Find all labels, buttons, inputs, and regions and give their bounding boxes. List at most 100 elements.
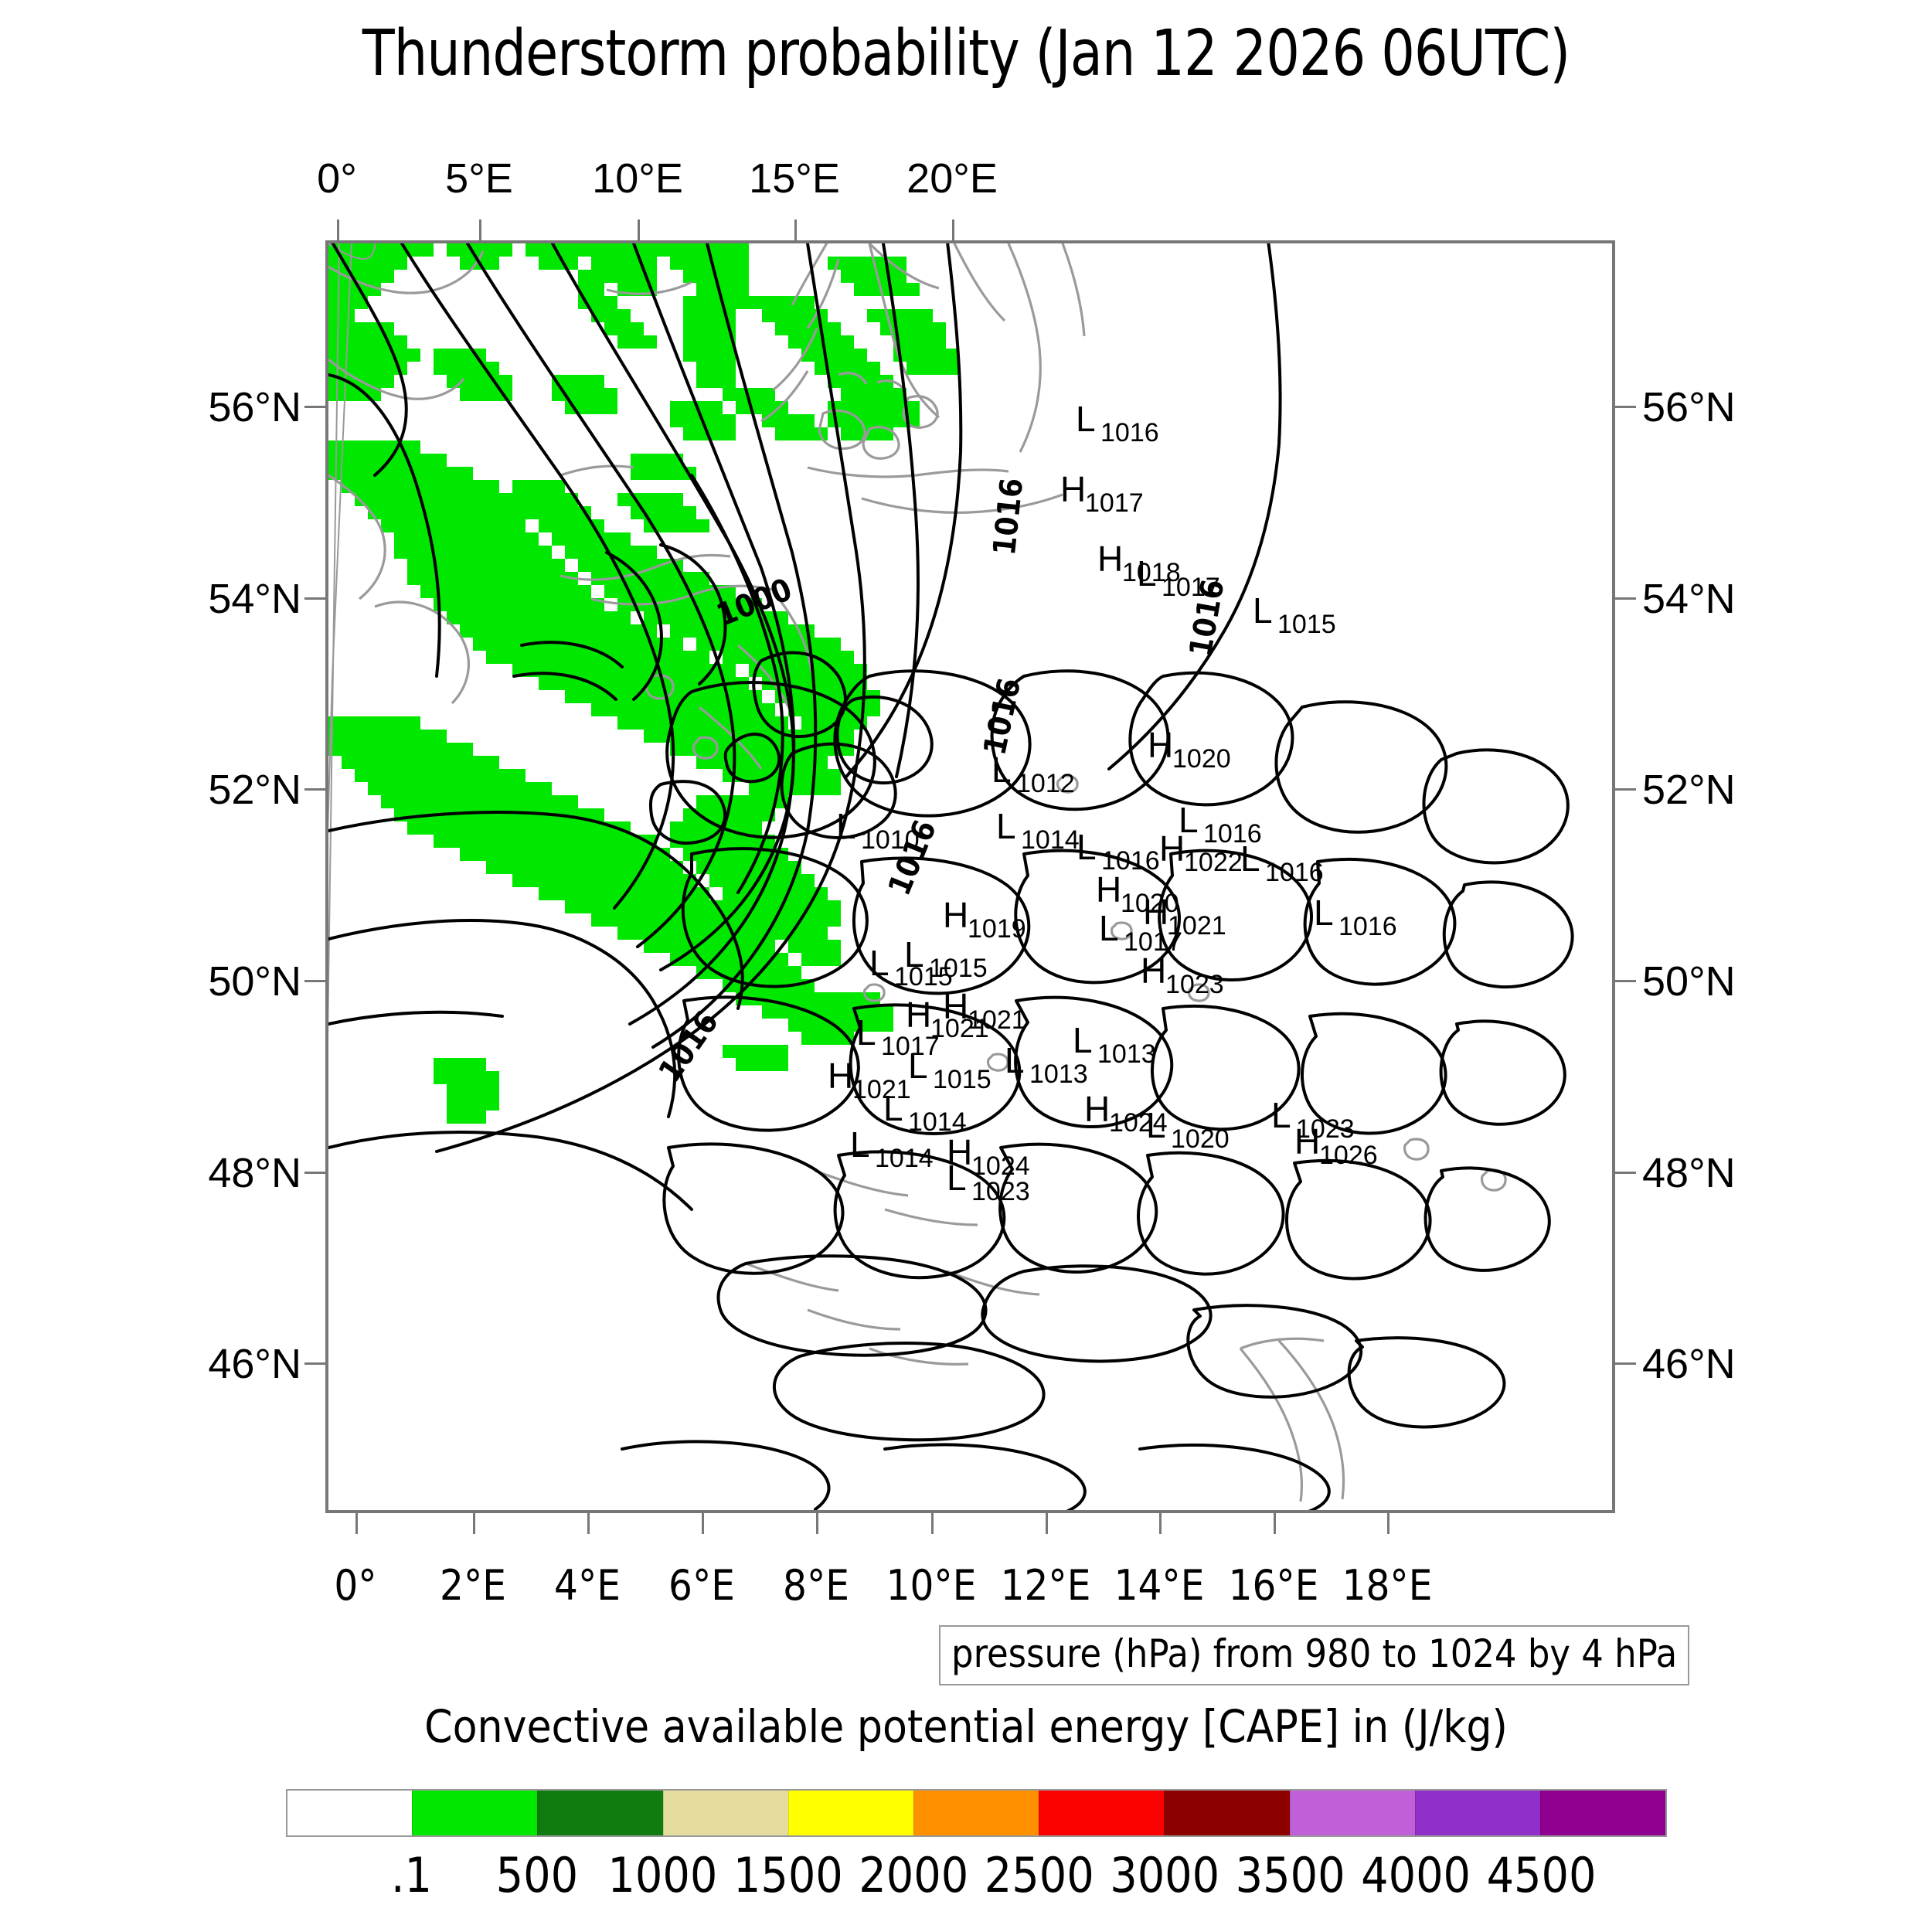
pressure-center-value: 1023	[971, 1177, 1030, 1206]
isobar-26	[1422, 748, 1570, 865]
coastline-35	[1240, 1337, 1325, 1350]
coastline-8	[791, 243, 828, 306]
isobar-49	[1347, 1336, 1506, 1429]
pressure-center-value: 1013	[1097, 1039, 1156, 1069]
pressure-center-L-1016: L 1016	[1076, 399, 1159, 447]
pressure-center-type: H	[1141, 951, 1166, 991]
pressure-center-type: H	[1096, 869, 1121, 910]
pressure-center-value: 1017	[881, 1032, 940, 1061]
coastline-41	[862, 983, 886, 1002]
pressure-center-type: L	[947, 1158, 967, 1198]
coastline-30	[946, 1270, 1040, 1296]
tickmark-bottom-2	[587, 1513, 590, 1534]
coastline-25	[736, 644, 794, 716]
colorbar-swatch-3[interactable]	[662, 1791, 788, 1835]
pressure-center-type: L	[1077, 827, 1097, 867]
colorbar-tick-2000: 2000	[859, 1847, 969, 1903]
isobar-33	[677, 995, 860, 1132]
coastline-18	[953, 243, 1006, 322]
coastline-10	[772, 328, 818, 392]
pressure-center-value: 1026	[1319, 1141, 1378, 1170]
colorbar-swatch-1[interactable]	[412, 1791, 538, 1835]
pressure-center-L-1014: L 1014	[850, 1124, 934, 1173]
isobar-13	[328, 1131, 693, 1211]
pressure-center-type: L	[1073, 1020, 1093, 1060]
pressure-center-type: H	[947, 1132, 972, 1172]
isobar-10	[328, 811, 744, 1010]
isobar-29	[1014, 849, 1181, 985]
colorbar-swatch-4[interactable]	[787, 1791, 913, 1835]
tick-top-2: 10°E	[592, 155, 683, 202]
isobar-2	[400, 243, 675, 910]
pressure-center-L-1013: L 1013	[1073, 1020, 1156, 1069]
colorbar-tick-1500: 1500	[733, 1847, 843, 1903]
isobar-32	[1442, 880, 1574, 989]
pressure-center-type: L	[904, 934, 924, 975]
isobar-22	[833, 669, 1032, 818]
pressure-center-type: H	[1060, 469, 1086, 509]
pressure-center-value: 1014	[875, 1144, 934, 1173]
isobar-1	[328, 373, 441, 678]
colorbar[interactable]	[286, 1789, 1667, 1837]
isobar-6	[651, 243, 818, 1049]
colorbar-swatch-10[interactable]	[1539, 1791, 1666, 1835]
tickmark-right-2	[1615, 788, 1636, 791]
tick-left-5: 46°N	[208, 1341, 301, 1387]
pressure-center-value: 1020	[1171, 1124, 1230, 1154]
pressure-center-value: 1022	[1184, 848, 1243, 877]
pressure-center-type: L	[1146, 1105, 1166, 1145]
pressure-center-value: 1024	[971, 1151, 1030, 1181]
colorbar-swatch-6[interactable]	[1039, 1791, 1165, 1835]
pressure-center-type: L	[1314, 893, 1334, 933]
coastline-34	[1277, 1339, 1345, 1500]
pressure-center-value: 1015	[894, 962, 953, 992]
colorbar-swatch-7[interactable]	[1164, 1791, 1290, 1835]
pressure-center-L-1015: L 1015	[904, 934, 988, 983]
pressure-center-type: H	[943, 895, 968, 935]
colorbar-tick-500: 500	[495, 1847, 579, 1903]
pressure-center-type: L	[850, 1124, 870, 1165]
coastline-38	[1056, 774, 1079, 794]
isobar-5	[628, 243, 796, 1026]
isobar-contours	[328, 243, 1574, 1510]
pressure-center-type: L	[1271, 1095, 1291, 1135]
colorbar-tick-4000: 4000	[1361, 1847, 1471, 1903]
tickmark-bottom-0	[355, 1513, 358, 1534]
colorbar-swatch-9[interactable]	[1414, 1791, 1540, 1835]
pressure-center-value: 1017	[1085, 488, 1144, 518]
pressure-center-type: L	[1099, 908, 1119, 948]
pressure-center-type: L	[1240, 838, 1260, 879]
coastline-22	[807, 466, 1009, 478]
pressure-center-type: L	[1005, 1040, 1025, 1080]
tick-right-4: 48°N	[1642, 1150, 1736, 1196]
colorbar-swatch-5[interactable]	[913, 1791, 1039, 1835]
pressure-center-value: 1016	[1338, 912, 1397, 941]
colorbar-title: Convective available potential energy [C…	[424, 1700, 1508, 1753]
pressure-center-L-1016: L 1016	[1314, 893, 1397, 941]
pressure-center-value: 1010	[861, 825, 920, 855]
pressure-center-type: H	[1148, 725, 1173, 765]
pressure-center-type: L	[856, 1012, 876, 1053]
colorbar-swatch-0[interactable]	[287, 1791, 413, 1835]
tick-left-4: 48°N	[208, 1150, 301, 1196]
pressure-center-L-1017: L 1017	[856, 1012, 940, 1061]
coastline-24	[771, 590, 813, 673]
tickmark-bottom-7	[1159, 1513, 1162, 1534]
isobar-41	[998, 1142, 1158, 1274]
isobar-36	[1151, 1004, 1301, 1131]
tickmark-left-4	[304, 1172, 325, 1174]
colorbar-swatch-2[interactable]	[537, 1791, 663, 1835]
pressure-center-value: 1014	[908, 1107, 967, 1137]
pressure-center-L-1023: L 1023	[947, 1158, 1030, 1206]
isobar-23	[990, 669, 1170, 811]
pressure-center-value: 1014	[1021, 825, 1080, 855]
pressure-center-value: 1018	[1122, 558, 1181, 587]
colorbar-swatch-8[interactable]	[1289, 1791, 1415, 1835]
tickmark-top-2	[638, 219, 640, 240]
